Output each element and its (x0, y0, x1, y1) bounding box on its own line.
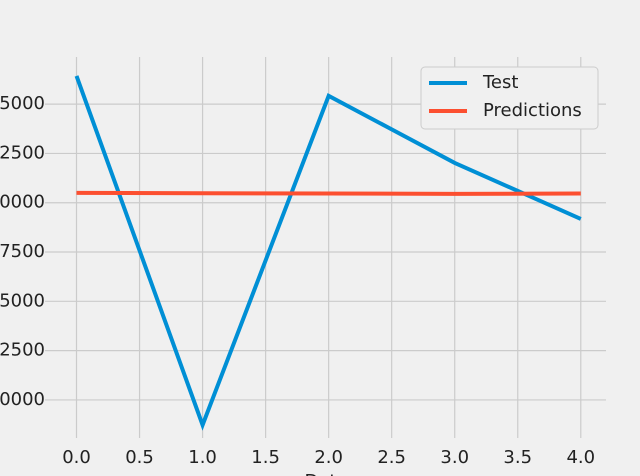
x-tick-label: 1.5 (251, 447, 280, 468)
y-tick-label: 5000 (0, 93, 45, 114)
y-tick-label: 5000 (0, 290, 45, 311)
x-tick-label: 0.0 (62, 447, 91, 468)
grid (45, 57, 606, 438)
x-tick-label: 0.5 (125, 447, 154, 468)
x-tick-label: 1.0 (188, 447, 217, 468)
x-tick-label: 3.0 (440, 447, 469, 468)
legend-label: Test (482, 72, 518, 93)
y-tick-label: 2500 (0, 340, 45, 361)
x-tick-label: 2.5 (377, 447, 406, 468)
x-tick-label: 3.5 (503, 447, 532, 468)
x-tick-label: 2.0 (314, 447, 343, 468)
line-series (74, 75, 582, 431)
y-tick-label: 2500 (0, 142, 45, 163)
line-series (76, 190, 581, 196)
y-tick-label: 0000 (0, 389, 45, 410)
y-tick-label: 7500 (0, 241, 45, 262)
legend-label: Predictions (483, 100, 582, 121)
x-axis-label: Date (304, 471, 347, 476)
x-tick-label: 4.0 (566, 447, 595, 468)
y-tick-label: 0000 (0, 192, 45, 213)
legend: Test Predictions (420, 66, 599, 130)
